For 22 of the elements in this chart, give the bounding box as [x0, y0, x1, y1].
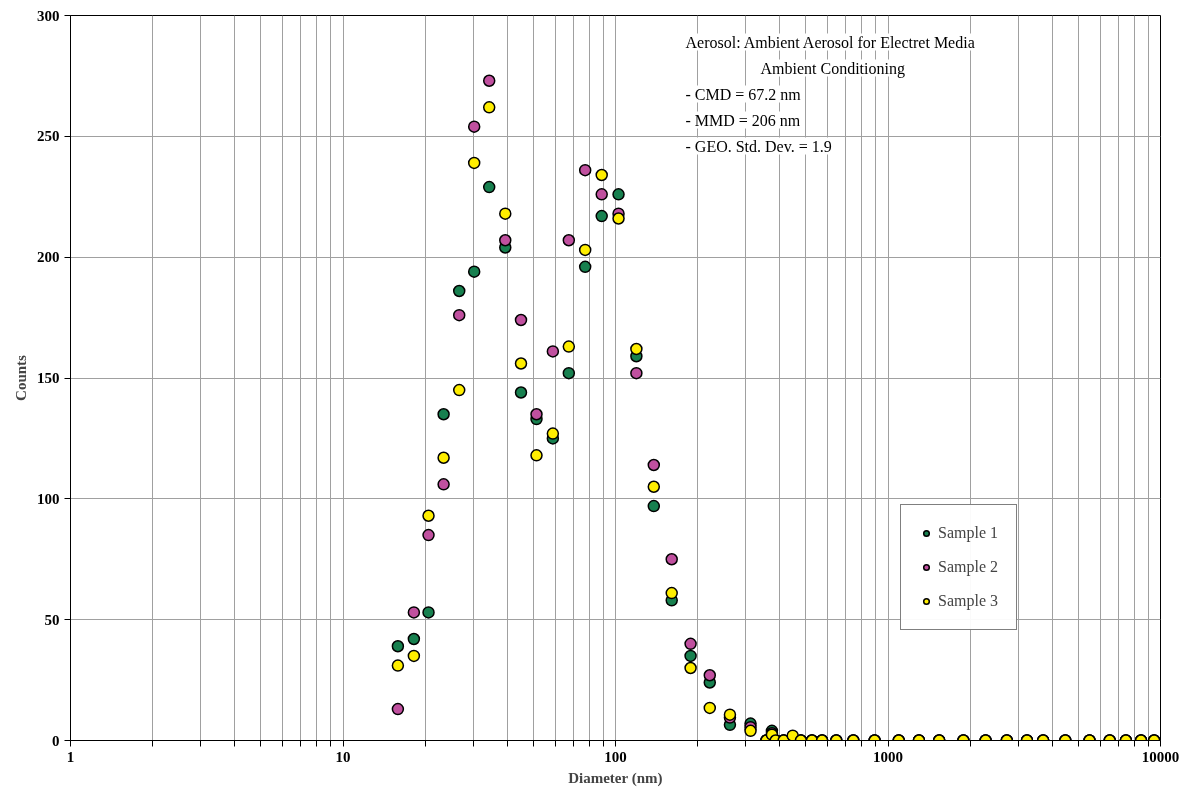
annotation: - MMD = 206 nm [685, 111, 801, 129]
annotation: Ambient Conditioning [760, 59, 905, 78]
x-tick-label: 1000 [873, 748, 903, 765]
y-tick-label: 100 [37, 490, 60, 507]
legend-label: Sample 2 [938, 558, 998, 576]
x-tick-label: 1 [66, 748, 75, 765]
annotation: - CMD = 67.2 nm [685, 85, 802, 103]
y-axis-title: Counts [13, 354, 29, 401]
y-tick-label: 250 [37, 128, 60, 145]
legend-label: Sample 3 [938, 592, 998, 610]
y-tick-label: 0 [52, 732, 60, 749]
y-tick-label: 50 [44, 611, 60, 628]
x-tick-label: 100 [604, 748, 627, 765]
legend-label: Sample 1 [938, 524, 998, 542]
x-tick-label: 10 [335, 748, 351, 765]
annotation: - GEO. Std. Dev. = 1.9 [685, 137, 832, 155]
y-tick-label: 150 [37, 370, 60, 386]
x-axis-title: Diameter (nm) [568, 769, 663, 787]
x-tick-label: 10000 [1141, 748, 1180, 765]
y-tick-label: 300 [37, 7, 60, 24]
y-tick-label: 200 [37, 249, 60, 266]
annotation: Aerosol: Ambient Aerosol for Electret Media [685, 33, 975, 51]
